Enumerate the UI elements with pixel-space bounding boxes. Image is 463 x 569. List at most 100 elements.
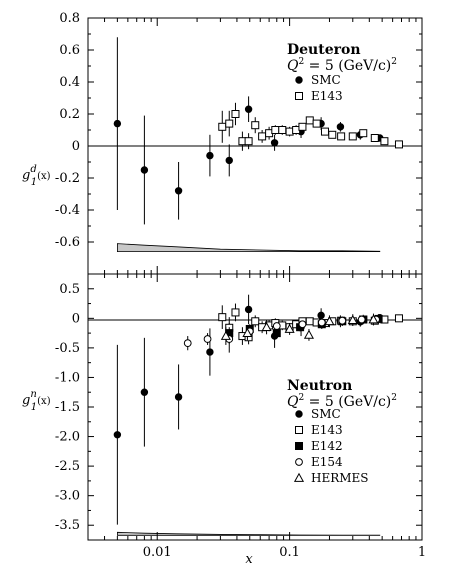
bottom-y-tick-label: -2.5 [55,459,80,474]
top-data-point [312,119,321,128]
bottom-legend-label: E142 [311,439,343,453]
bottom-ylabel-sub: 1 [31,402,37,413]
top-legend-subtitle-main: Q [287,58,299,74]
top-data-point [174,187,183,195]
top-panel: -0.6 -0.4 -0.2 0 0.2 0.4 0.6 0.8 gd 1(x) Deutero… [22,11,423,275]
bottom-data-point [368,314,379,324]
top-data-point [348,132,357,141]
bottom-ylabel-sup: n [30,389,36,400]
bottom-legend-subtitle-rest: = 5 (GeV/c) [304,394,391,410]
top-data-point [218,122,227,131]
bottom-y-tick-label: -2.0 [55,430,80,445]
top-y-tick-label: -0.4 [55,203,80,218]
bottom-legend-subtitle-main: Q [287,394,299,410]
top-legend-marker [295,92,303,100]
bottom-y-tick-label: -3.5 [55,518,80,533]
bottom-data-point [261,321,272,332]
top-data-point [380,137,389,146]
top-data-point [225,156,233,165]
top-y-tick-label: 0.8 [59,11,80,26]
top-legend-label: E143 [311,89,343,103]
bottom-ylabel-main: g [22,393,30,408]
top-data-point [244,105,253,113]
bottom-data-point [242,327,253,337]
x-axis-title: x [245,552,253,567]
top-y-tick-label: -0.6 [55,235,80,250]
bottom-legend-subtitle-sup: 2 [298,393,304,403]
bottom-legend-label: E143 [311,423,343,437]
bottom-legend-title: Neutron [287,378,352,394]
top-ylabel-sup: d [30,164,36,175]
top-data-point [359,129,368,138]
bottom-data-point [305,317,314,326]
bottom-ylabel: gn 1(x) [22,389,51,413]
top-data-point [298,122,307,131]
bottom-data-point [206,348,214,356]
bottom-x-tick-label: 0.01 [143,545,172,560]
top-y-tick-label: 0.2 [59,107,80,122]
bottom-data-point [317,318,326,327]
top-data-point [206,151,214,160]
bottom-data-point [183,339,192,348]
bottom-data-point [203,335,212,343]
bottom-data-point [298,320,307,329]
bottom-data-point [338,316,347,325]
top-legend-title: Deuteron [287,42,361,58]
top-y-tick-label: -0.2 [55,171,80,186]
bottom-legend-marker [293,472,305,482]
top-data-point [244,137,253,146]
bottom-x-tick-label: 0.1 [279,545,300,560]
bottom-legend-subtitle-sup2: 2 [391,393,397,403]
top-points-layer [113,37,403,225]
top-data-point [251,121,260,130]
top-data-point [336,123,345,131]
top-data-point [285,127,294,136]
bottom-data-point [251,317,260,326]
top-legend-subtitle-sup2: 2 [391,57,397,67]
bottom-data-point [347,314,358,324]
top-systematic-band [117,243,381,253]
top-data-point [113,119,122,128]
bottom-data-point [174,393,183,401]
top-data-point [337,132,346,141]
bottom-legend-subtitle: Q2 = 5 (GeV/c)2 [287,393,397,410]
top-ylabel-sub: 1 [31,177,37,188]
bottom-points-layer [113,294,403,525]
bottom-ylabel-arg: (x) [37,396,51,407]
top-band-layer [117,243,381,253]
bottom-data-point [394,314,403,323]
top-data-point [231,110,240,118]
top-y-tick-label: 0.4 [59,75,80,90]
top-data-point [225,119,234,128]
top-legend-entries: SMC E143 [295,73,343,103]
bottom-ticks-layer: -3.5 -3.0 -2.5 -2.0 -1.5 -1.0 -0.5 0 0.5 0.01 0.1 1 [55,274,426,560]
top-data-point [258,132,267,141]
bottom-data-point [272,329,281,338]
bottom-y-tick-label: 0.5 [59,282,80,297]
bottom-data-point [324,316,335,326]
top-data-point [305,116,314,125]
bottom-legend-label: SMC [311,407,341,421]
bottom-data-point [303,329,315,339]
top-data-point [370,134,379,142]
bottom-legend: Neutron Q2 = 5 (GeV/c)2 SMCE143E142E154H… [287,378,397,485]
top-legend-label: SMC [311,73,341,87]
top-data-point [271,126,280,134]
bottom-data-point [113,431,122,439]
top-legend-subtitle-rest: = 5 (GeV/c) [304,58,391,74]
bottom-data-point [231,308,240,317]
top-data-point [320,127,329,136]
top-data-point [270,139,279,147]
bottom-data-point [218,313,227,322]
bottom-legend-marker [295,458,303,466]
top-data-point [140,166,149,174]
bottom-y-tick-label: -1.0 [55,370,80,385]
top-legend-marker [295,76,303,84]
bottom-data-point [272,322,281,330]
bottom-panel: -3.5 -3.0 -2.5 -2.0 -1.5 -1.0 -0.5 0 0.5 0.01 0.1 1… [22,273,426,567]
bottom-data-point [244,305,253,314]
top-data-point [328,130,337,139]
bottom-x-tick-label: 1 [418,545,426,560]
